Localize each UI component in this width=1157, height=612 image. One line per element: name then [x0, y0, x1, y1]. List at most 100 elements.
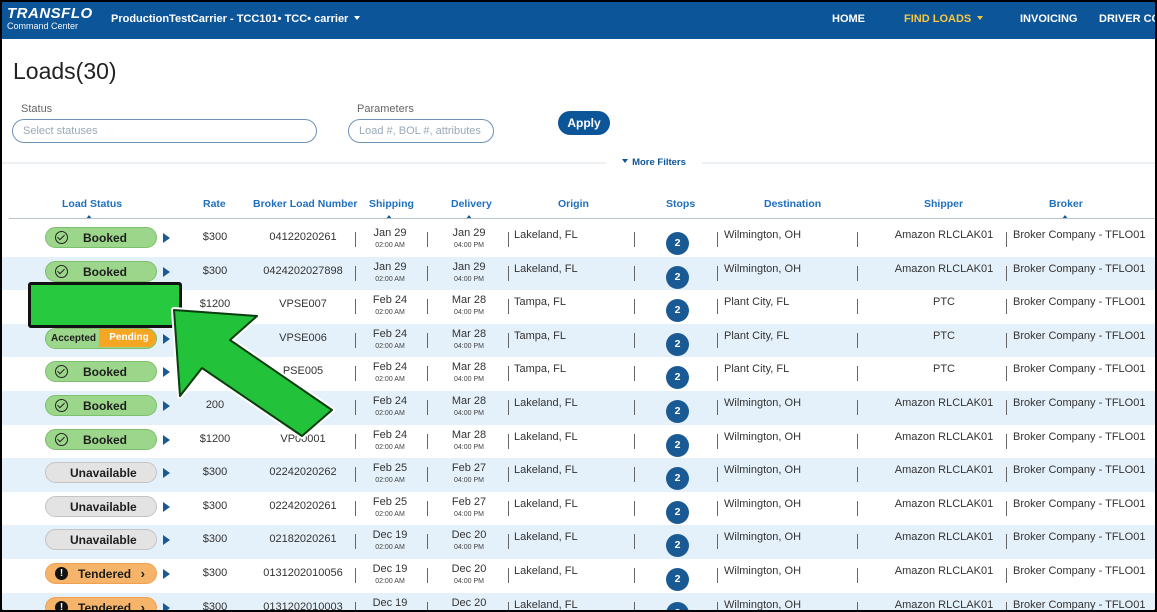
stops-count[interactable]: 2 [666, 332, 689, 356]
nav-driver[interactable]: DRIVER CO [1099, 13, 1155, 25]
th-rate[interactable]: Rate [203, 198, 226, 210]
table-row[interactable]: Unavailable $300 02242020262 Feb 25 02:00… [2, 458, 1155, 492]
status-badge[interactable]: Booked [45, 260, 157, 282]
cell-shipping: Dec 19 02:00 AM [359, 530, 421, 552]
cell-rate: $1200 [199, 298, 231, 311]
status-badge[interactable]: Booked [45, 428, 157, 450]
status-badge[interactable]: Booked [45, 395, 157, 416]
play-icon[interactable] [163, 602, 170, 610]
column-divider [508, 366, 509, 382]
shipping-time: 02:00 AM [375, 376, 405, 384]
cell-origin: Lakeland, FL [514, 565, 578, 577]
th-stops[interactable]: Stops [666, 198, 696, 210]
status-badge[interactable]: Accepted Pending [45, 327, 157, 349]
stops-count[interactable]: 2 [666, 500, 689, 524]
column-divider [355, 332, 356, 348]
stops-count[interactable]: 2 [666, 601, 689, 610]
chevron-down-icon [622, 159, 629, 164]
status-badge[interactable]: Booked [45, 361, 157, 383]
cell-broker: Broker Company - TFLO01 [1013, 565, 1146, 577]
column-divider [427, 299, 428, 315]
status-badge[interactable]: Unavailable [45, 462, 157, 484]
cell-shipping: Dec 19 [359, 597, 421, 610]
account-selector[interactable]: ProductionTestCarrier - TCC101• TCC• car… [111, 13, 361, 25]
status-badge[interactable]: Unavailable [45, 529, 157, 551]
play-icon[interactable] [163, 434, 170, 445]
cell-shipping: Feb 25 02:00 AM [359, 496, 421, 518]
stops-count[interactable]: 2 [666, 265, 689, 289]
stops-count[interactable]: 2 [666, 433, 689, 457]
th-load-status[interactable]: Load Status [62, 198, 123, 210]
column-divider [1006, 232, 1007, 247]
cell-shipper: Amazon RLCLAK01 [894, 430, 994, 443]
th-destination[interactable]: Destination [764, 198, 822, 210]
play-icon[interactable] [163, 367, 170, 378]
play-icon[interactable] [163, 501, 170, 512]
status-badge[interactable]: Unavailable [45, 495, 157, 517]
nav-home[interactable]: HOME [832, 13, 865, 25]
column-divider [427, 265, 428, 281]
cell-broker-load-number: 04122020261 [269, 231, 337, 243]
th-delivery[interactable]: Delivery [451, 198, 492, 210]
shipping-date: Feb 24 [372, 395, 408, 407]
table-row[interactable]: Booked PSE005 Feb 24 02:00 AM Mar 28 04:00… [2, 357, 1155, 391]
stops-count[interactable]: 2 [666, 366, 689, 390]
play-icon[interactable] [163, 333, 170, 344]
table-row[interactable]: ! Tendered › $300 0131202010003 Dec 19 Dec… [2, 592, 1155, 610]
status-select[interactable]: Select statuses [12, 119, 317, 143]
play-icon[interactable] [163, 233, 170, 243]
play-icon[interactable] [163, 535, 170, 546]
th-shipping[interactable]: Shipping [369, 198, 414, 210]
play-icon[interactable] [163, 569, 170, 579]
play-icon[interactable] [163, 401, 170, 411]
status-badge[interactable]: ! Tendered › [45, 563, 157, 584]
top-nav: TRANSFLO Command Center ProductionTestCa… [2, 2, 1155, 39]
column-divider [1006, 568, 1007, 583]
nav-find-loads[interactable]: FIND LOADS [904, 13, 984, 25]
table-row[interactable]: Unavailable $300 02182020261 Dec 19 02:00… [2, 525, 1155, 559]
more-filters-toggle[interactable]: More Filters [606, 150, 702, 174]
th-origin[interactable]: Origin [558, 198, 589, 210]
column-divider [634, 433, 635, 449]
status-label: Tendered [78, 600, 132, 610]
header-divider [9, 218, 1155, 219]
play-icon[interactable] [163, 468, 170, 479]
shipping-date: Jan 29 [373, 227, 407, 239]
column-divider [1006, 400, 1007, 415]
column-divider [717, 433, 718, 449]
stops-count[interactable]: 2 [666, 232, 689, 255]
delivery-time: 04:00 PM [454, 376, 484, 384]
th-broker-load-number[interactable]: Broker Load Number [253, 198, 358, 210]
delivery-time: 04:00 PM [454, 242, 484, 249]
cell-rate: $300 [202, 466, 228, 479]
stops-count[interactable]: 2 [666, 299, 689, 323]
stops-count[interactable]: 2 [666, 534, 689, 558]
stops-count[interactable]: 2 [666, 400, 689, 423]
parameters-input[interactable]: Load #, BOL #, attributes [348, 119, 494, 143]
table-row[interactable]: Booked $300 04122020261 Jan 29 02:00 AM J… [2, 223, 1155, 257]
table-row[interactable]: ! Tendered › $300 0131202010056 Dec 19 02:0… [2, 559, 1155, 593]
status-badge[interactable]: Booked [45, 227, 157, 248]
cell-broker-load-number: 02242020261 [269, 499, 337, 512]
stops-count[interactable]: 2 [666, 467, 689, 491]
status-badge[interactable]: ! Tendered › [45, 596, 157, 610]
chevron-down-icon [354, 16, 361, 21]
cell-rate: 200 [205, 399, 225, 411]
table-row[interactable]: Unavailable $300 02242020261 Feb 25 02:00… [2, 492, 1155, 526]
table-row[interactable]: Booked $300 0424202027898 Jan 29 02:00 AM… [2, 256, 1155, 291]
status-label: Unavailable [70, 499, 137, 514]
cell-origin: Tampa, FL [514, 363, 566, 376]
th-broker[interactable]: Broker [1049, 198, 1083, 210]
apply-button[interactable]: Apply [558, 111, 610, 135]
stops-count[interactable]: 2 [666, 568, 689, 591]
column-divider [427, 366, 428, 382]
column-divider [717, 366, 718, 382]
logo-main-text: TRANSFLO [7, 5, 93, 22]
th-shipper[interactable]: Shipper [924, 198, 964, 210]
transflo-logo[interactable]: TRANSFLO Command Center [7, 6, 93, 31]
nav-invoicing[interactable]: INVOICING [1020, 13, 1078, 25]
play-icon[interactable] [163, 266, 170, 277]
status-label: Booked [83, 432, 128, 447]
